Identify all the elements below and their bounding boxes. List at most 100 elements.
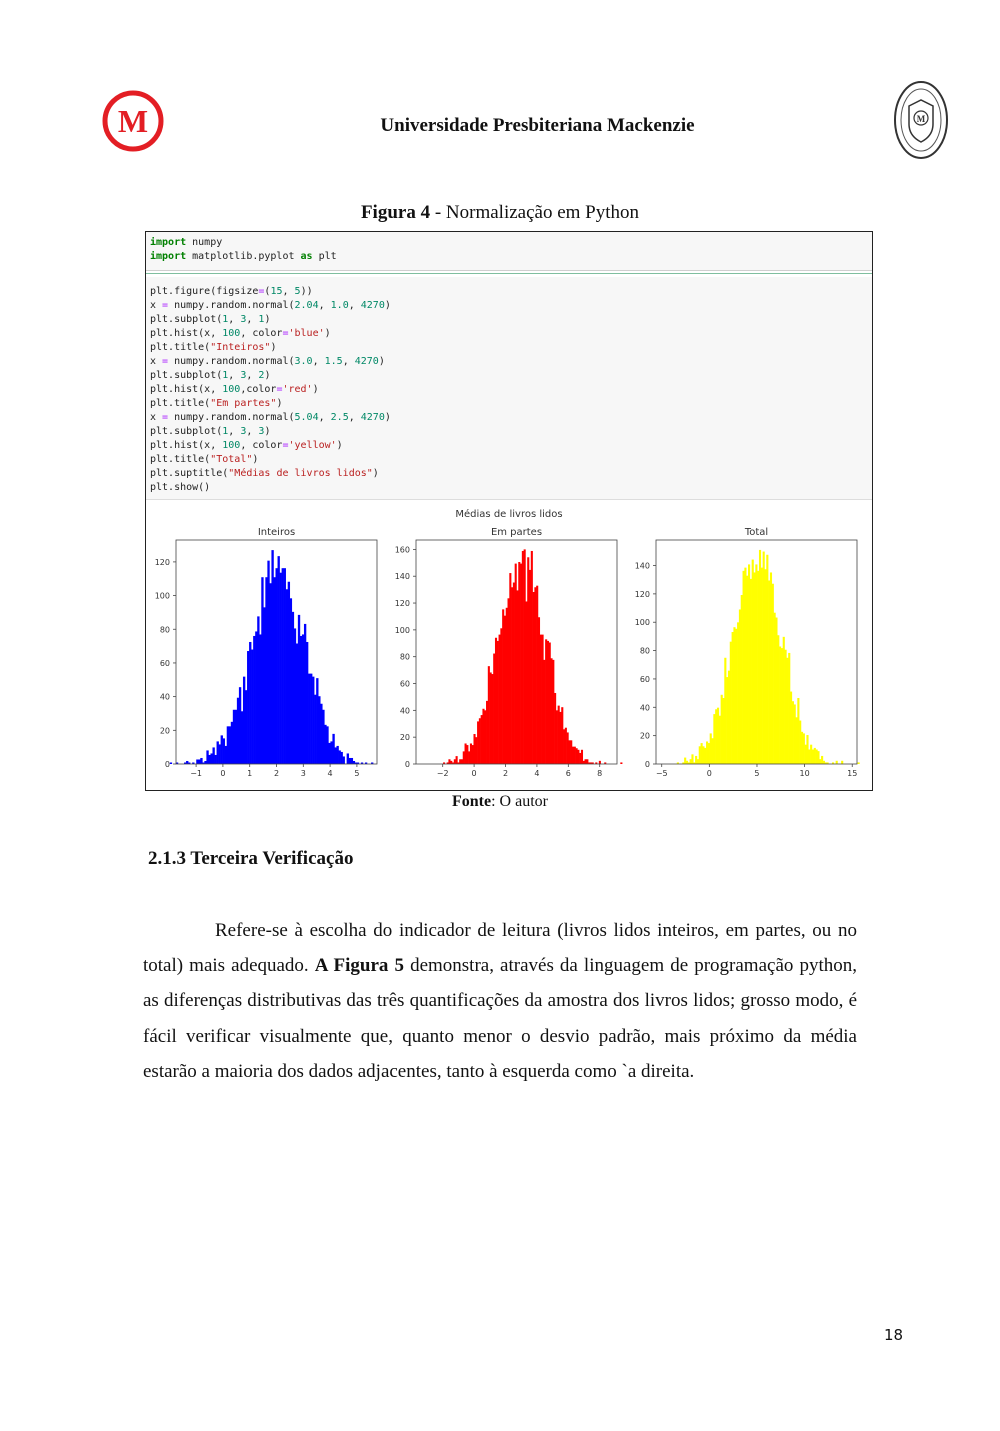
x-tick-label: 0 <box>472 769 477 778</box>
histogram-bar <box>715 709 718 764</box>
histogram-bar <box>279 572 282 764</box>
histogram-bar <box>564 727 567 764</box>
histogram-bar <box>208 754 211 764</box>
histogram-bar <box>541 634 544 764</box>
x-tick-label: 4 <box>534 769 539 778</box>
histogram-bar <box>314 694 317 764</box>
histogram-bar <box>469 743 472 764</box>
histogram-bar <box>332 733 335 764</box>
figure-caption-text: - Normalização em Python <box>430 202 640 223</box>
histogram-bar <box>496 640 499 764</box>
histogram-bar <box>503 615 507 764</box>
y-tick-label: 100 <box>155 592 170 601</box>
histogram-bar <box>769 572 773 764</box>
histogram-bar <box>338 750 341 764</box>
histogram-bar <box>202 762 205 764</box>
histogram-bar <box>790 691 793 764</box>
histogram-bar <box>462 751 465 764</box>
y-tick-label: 20 <box>400 733 410 742</box>
histogram-bar <box>604 762 607 764</box>
histogram-bar <box>354 762 358 764</box>
histogram-bar <box>543 659 546 764</box>
histogram-bar <box>265 577 268 764</box>
x-tick-label: 1 <box>247 769 252 778</box>
y-tick-label: 80 <box>160 625 170 634</box>
histogram-bar <box>822 760 825 764</box>
histogram-bar <box>810 744 813 764</box>
figure-caption: Figura 4 - Normalização em Python <box>0 202 1000 224</box>
histogram-bar <box>475 737 478 764</box>
y-tick-label: 120 <box>635 590 650 599</box>
y-tick-label: 100 <box>635 618 650 627</box>
histogram-bar <box>283 568 286 764</box>
histogram-bar <box>598 760 601 764</box>
y-tick-label: 140 <box>395 572 410 581</box>
histogram-bar <box>273 577 276 764</box>
histogram-bar <box>706 741 709 764</box>
histogram-bar <box>773 612 776 764</box>
histogram-bar <box>700 743 703 764</box>
histogram-bar <box>514 563 517 764</box>
histogram-bar <box>571 746 575 764</box>
histogram-bar <box>566 732 569 764</box>
histogram-bar <box>586 759 589 764</box>
histogram-bar <box>261 577 264 764</box>
histogram-bar <box>755 564 758 764</box>
axes-frame <box>655 539 858 765</box>
mackenzie-logo: M <box>102 90 164 152</box>
histogram-bar <box>826 762 829 764</box>
histogram-bar <box>277 556 280 764</box>
histogram-bar <box>573 746 576 764</box>
histogram-bar <box>196 759 199 764</box>
histogram-bar <box>806 735 809 764</box>
y-tick-label: 120 <box>155 558 170 567</box>
x-tick-label: 4 <box>328 769 333 778</box>
histogram-bar <box>334 747 337 764</box>
histogram-bar <box>204 760 207 764</box>
suptitle: Médias de livros lidos <box>455 508 562 520</box>
y-tick-label: 40 <box>160 693 170 702</box>
histogram-bar <box>238 687 242 764</box>
histogram-bar <box>742 570 745 764</box>
histogram-bar <box>788 652 791 764</box>
histogram-bar <box>676 762 679 764</box>
histogram-bar <box>523 549 526 764</box>
histogram-bar <box>534 587 537 764</box>
histogram-bar <box>766 554 769 764</box>
histogram-bar <box>771 583 774 764</box>
histogram-bar <box>537 617 541 764</box>
code-cell-plot: plt.figure(figsize=(15, 5)) x = numpy.ran… <box>146 277 872 500</box>
section-heading: 2.1.3 Terceira Verificação <box>148 848 354 869</box>
histogram-bar <box>698 746 701 764</box>
histogram-bar <box>516 590 519 764</box>
code-line: plt.show() <box>150 482 211 493</box>
histogram-bar <box>804 744 807 764</box>
histogram-bar <box>473 734 476 764</box>
histogram-bar <box>509 573 512 764</box>
histogram-bar <box>824 762 827 764</box>
histogram-bar <box>588 762 591 764</box>
histogram-bar <box>308 673 311 764</box>
histogram-bar <box>487 666 490 764</box>
histogram-bar <box>819 759 822 764</box>
histogram-bar <box>318 696 321 764</box>
histogram-bar <box>722 698 725 764</box>
histogram-bar <box>451 762 455 764</box>
histogram-bar <box>324 724 327 764</box>
paragraph-text: demonstra, através da linguagem de progr… <box>143 955 857 1082</box>
histogram-bar <box>200 757 203 764</box>
histogram-bar <box>240 711 244 764</box>
histogram-bar <box>799 720 802 764</box>
code-line: x = numpy.random.normal(5.04, 2.5, 4270) <box>150 412 391 423</box>
histogram-bar <box>269 583 272 764</box>
histogram-bar <box>305 641 309 764</box>
histogram-bar <box>457 762 460 764</box>
figure-source: Fonte: O autor <box>0 793 1000 811</box>
histogram-bar <box>299 635 303 764</box>
histogram-bar <box>312 676 315 764</box>
histogram-bar <box>493 653 496 764</box>
histogram-bar <box>811 749 815 764</box>
histogram-bar <box>295 643 299 764</box>
code-line: plt.subplot(1, 3, 2) <box>150 370 271 381</box>
y-tick-label: 60 <box>160 659 170 668</box>
